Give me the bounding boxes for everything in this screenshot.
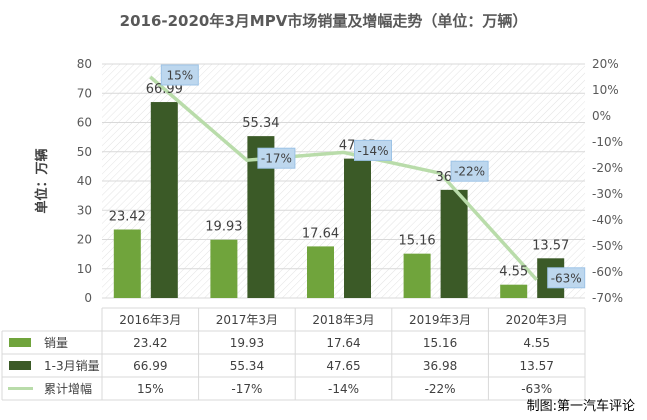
table-cell-value: 19.93 [230, 336, 264, 350]
chart-title: 2016-2020年3月MPV市场销量及增幅走势（单位：万辆） [119, 12, 528, 30]
y2-tick-label: -40% [592, 213, 623, 227]
bar-sales [307, 246, 334, 298]
table-category-label: 2016年3月 [119, 313, 181, 327]
line-data-label: -63% [551, 271, 582, 285]
table-cell-value: 23.42 [133, 336, 167, 350]
table-category-label: 2020年3月 [506, 313, 568, 327]
table-cell-value: 36.98 [423, 359, 457, 373]
table-cell-value: -22% [425, 382, 456, 396]
y-tick-label: 10 [77, 262, 92, 276]
bar-ytd-label: 66.99 [146, 82, 183, 97]
y2-tick-label: -60% [592, 265, 623, 279]
y-tick-label: 60 [77, 116, 92, 130]
table-cell-value: 13.57 [520, 359, 554, 373]
line-data-label: -17% [261, 152, 292, 166]
line-label-box [257, 147, 296, 169]
y2-tick-label: 20% [592, 57, 619, 71]
table-cell-value: -17% [231, 382, 262, 396]
y-tick-label: 0 [84, 291, 92, 305]
y-tick-label: 40 [77, 174, 92, 188]
legend-series-name: 1-3月销量 [44, 359, 100, 373]
bar-sales [500, 284, 528, 298]
table-cell-value: 15.16 [423, 336, 457, 350]
bar-ytd-label: 13.57 [532, 238, 569, 253]
bar-ytd-label: 55.34 [242, 116, 279, 131]
line-label-box [450, 160, 489, 182]
table-cell-value: -14% [328, 382, 359, 396]
table-cell-value: 17.64 [326, 336, 360, 350]
bar-ytd-sales [150, 102, 178, 298]
y-axis-label: 单位：万辆 [34, 148, 50, 213]
y2-tick-label: -30% [592, 187, 623, 201]
legend-series-name: 销量 [44, 336, 68, 350]
bar-ytd-sales [344, 158, 371, 298]
legend-key-bar [9, 361, 31, 370]
legend-key-bar [9, 338, 31, 347]
table-cell-value: 55.34 [230, 359, 264, 373]
line-growth [149, 75, 538, 281]
y2-tick-label: 10% [592, 83, 619, 97]
line-data-label: -22% [454, 165, 485, 179]
line-label-box [547, 267, 586, 289]
table-category-label: 2017年3月 [216, 313, 278, 327]
line-data-label: 15% [166, 69, 193, 83]
line-label-box [354, 139, 392, 161]
y-tick-label: 50 [77, 145, 92, 159]
table-category-label: 2019年3月 [409, 313, 471, 327]
y2-tick-label: -10% [592, 135, 623, 149]
y-tick-label: 70 [77, 86, 92, 100]
table-cell-value: 66.99 [133, 359, 167, 373]
y2-tick-label: 0% [592, 109, 611, 123]
table-cell-value: 47.65 [326, 359, 360, 373]
y2-tick-label: -20% [592, 161, 623, 175]
bar-sales-label: 15.16 [398, 234, 435, 249]
table-cell-value: 4.55 [523, 336, 550, 350]
y2-tick-label: -50% [592, 239, 623, 253]
table-cell-value: -63% [521, 382, 552, 396]
y-tick-label: 80 [77, 57, 92, 71]
credit-text: 制图:第一汽车评论 [526, 399, 635, 414]
bar-sales-label: 23.42 [109, 209, 146, 224]
bar-sales [403, 253, 431, 298]
line-data-label: -14% [357, 144, 388, 158]
bar-ytd-sales [440, 189, 468, 298]
y2-tick-label: -70% [592, 291, 623, 305]
bar-sales [113, 229, 141, 298]
bar-sales [210, 239, 238, 298]
bar-sales-label: 17.64 [302, 226, 339, 241]
table-category-label: 2018年3月 [312, 313, 374, 327]
table-cell-value: 15% [137, 382, 164, 396]
legend-series-name: 累计增幅 [44, 381, 92, 396]
bar-sales-label: 4.55 [499, 265, 528, 280]
y-tick-label: 30 [77, 203, 92, 217]
line-label-box [160, 64, 199, 86]
bar-sales-label: 19.93 [205, 220, 242, 235]
y-tick-label: 20 [77, 233, 92, 247]
